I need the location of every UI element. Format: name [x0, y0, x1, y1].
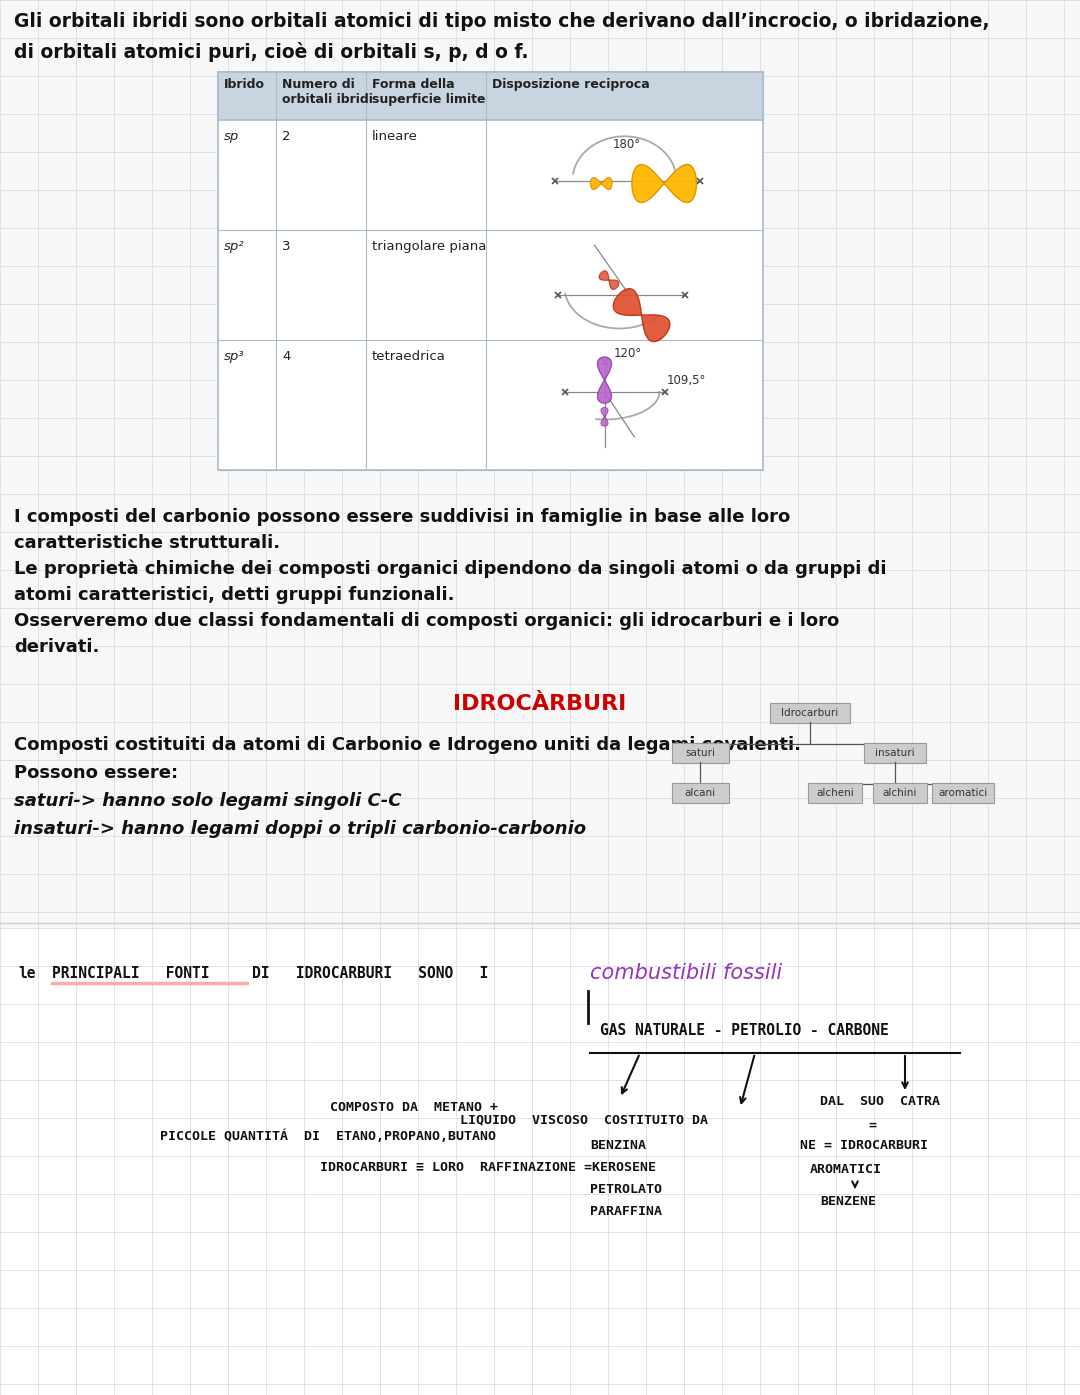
Text: Possono essere:: Possono essere: — [14, 764, 178, 783]
FancyBboxPatch shape — [218, 73, 762, 120]
Text: Osserveremo due classi fondamentali di composti organici: gli idrocarburi e i lo: Osserveremo due classi fondamentali di c… — [14, 612, 839, 631]
Text: Ibrido: Ibrido — [224, 78, 265, 91]
Text: alcani: alcani — [685, 788, 716, 798]
Text: Le proprietà chimiche dei composti organici dipendono da singoli atomi o da grup: Le proprietà chimiche dei composti organ… — [14, 559, 887, 579]
FancyBboxPatch shape — [672, 744, 729, 763]
Text: alcheni: alcheni — [816, 788, 854, 798]
Text: 2: 2 — [282, 130, 291, 144]
Text: NE = IDROCARBURI: NE = IDROCARBURI — [800, 1138, 928, 1152]
Text: lineare: lineare — [372, 130, 418, 144]
Text: triangolare piana: triangolare piana — [372, 240, 486, 252]
PathPatch shape — [599, 271, 619, 289]
FancyBboxPatch shape — [218, 73, 762, 470]
Text: 180°: 180° — [612, 138, 640, 152]
Text: aromatici: aromatici — [939, 788, 987, 798]
Text: DAL  SUO  CATRA: DAL SUO CATRA — [820, 1095, 940, 1108]
Text: Composti costituiti da atomi di Carbonio e Idrogeno uniti da legami covalenti.: Composti costituiti da atomi di Carbonio… — [14, 737, 801, 755]
Text: LIQUIDO  VISCOSO  COSTITUITO DA: LIQUIDO VISCOSO COSTITUITO DA — [460, 1113, 708, 1126]
FancyBboxPatch shape — [808, 783, 862, 804]
FancyBboxPatch shape — [932, 783, 994, 804]
Text: 120°: 120° — [613, 347, 642, 360]
FancyBboxPatch shape — [873, 783, 927, 804]
Text: insaturi: insaturi — [875, 748, 915, 757]
PathPatch shape — [597, 357, 611, 403]
PathPatch shape — [632, 165, 697, 202]
Text: Forma della
superficie limite: Forma della superficie limite — [372, 78, 486, 106]
Text: GAS NATURALE - PETROLIO - CARBONE: GAS NATURALE - PETROLIO - CARBONE — [600, 1023, 889, 1038]
Text: caratteristiche strutturali.: caratteristiche strutturali. — [14, 534, 280, 552]
Text: le: le — [18, 965, 36, 981]
PathPatch shape — [600, 407, 608, 425]
FancyBboxPatch shape — [864, 744, 926, 763]
Text: di orbitali atomici puri, cioè di orbitali s, p, d o f.: di orbitali atomici puri, cioè di orbita… — [14, 42, 528, 61]
Text: tetraedrica: tetraedrica — [372, 350, 446, 363]
Text: AROMATICI: AROMATICI — [810, 1163, 882, 1176]
FancyBboxPatch shape — [672, 783, 729, 804]
Text: Numero di
orbitali ibridi: Numero di orbitali ibridi — [282, 78, 373, 106]
Text: saturi-> hanno solo legami singoli C-C: saturi-> hanno solo legami singoli C-C — [14, 792, 402, 810]
Text: BENZENE: BENZENE — [820, 1196, 876, 1208]
Text: PARAFFINA: PARAFFINA — [590, 1205, 662, 1218]
Text: 4: 4 — [282, 350, 291, 363]
Text: Disposizione reciproca: Disposizione reciproca — [492, 78, 650, 91]
Text: 109,5°: 109,5° — [666, 374, 706, 386]
Text: insaturi-> hanno legami doppi o tripli carbonio-carbonio: insaturi-> hanno legami doppi o tripli c… — [14, 820, 586, 838]
Text: combustibili fossili: combustibili fossili — [590, 963, 782, 983]
Text: Idrocarburi: Idrocarburi — [781, 709, 839, 718]
Text: PICCOLE QUANTITÁ  DI  ETANO,PROPANO,BUTANO: PICCOLE QUANTITÁ DI ETANO,PROPANO,BUTANO — [160, 1129, 496, 1143]
Text: sp³: sp³ — [224, 350, 245, 363]
Text: alchini: alchini — [882, 788, 917, 798]
Text: Gli orbitali ibridi sono orbitali atomici di tipo misto che derivano dall’incroc: Gli orbitali ibridi sono orbitali atomic… — [14, 13, 989, 31]
PathPatch shape — [591, 177, 612, 190]
Text: IDROCÀRBURI: IDROCÀRBURI — [454, 693, 626, 714]
Text: derivati.: derivati. — [14, 638, 99, 656]
PathPatch shape — [613, 289, 670, 342]
Text: =: = — [868, 1119, 876, 1131]
FancyBboxPatch shape — [0, 928, 1080, 1395]
Text: IDROCARBURI ≡ LORO  RAFFINAZIONE =KEROSENE: IDROCARBURI ≡ LORO RAFFINAZIONE =KEROSEN… — [320, 1161, 656, 1175]
Text: I composti del carbonio possono essere suddivisi in famiglie in base alle loro: I composti del carbonio possono essere s… — [14, 508, 791, 526]
Text: atomi caratteristici, detti gruppi funzionali.: atomi caratteristici, detti gruppi funzi… — [14, 586, 455, 604]
Text: PETROLATO: PETROLATO — [590, 1183, 662, 1196]
Text: BENZINA: BENZINA — [590, 1138, 646, 1152]
FancyBboxPatch shape — [770, 703, 850, 723]
Text: sp: sp — [224, 130, 240, 144]
Text: sp²: sp² — [224, 240, 245, 252]
Text: 3: 3 — [282, 240, 291, 252]
Text: DI   IDROCARBURI   SONO   I: DI IDROCARBURI SONO I — [252, 965, 488, 981]
Text: PRINCIPALI   FONTI: PRINCIPALI FONTI — [52, 965, 210, 981]
Text: saturi: saturi — [685, 748, 715, 757]
Text: COMPOSTO DA  METANO +: COMPOSTO DA METANO + — [330, 1101, 498, 1115]
